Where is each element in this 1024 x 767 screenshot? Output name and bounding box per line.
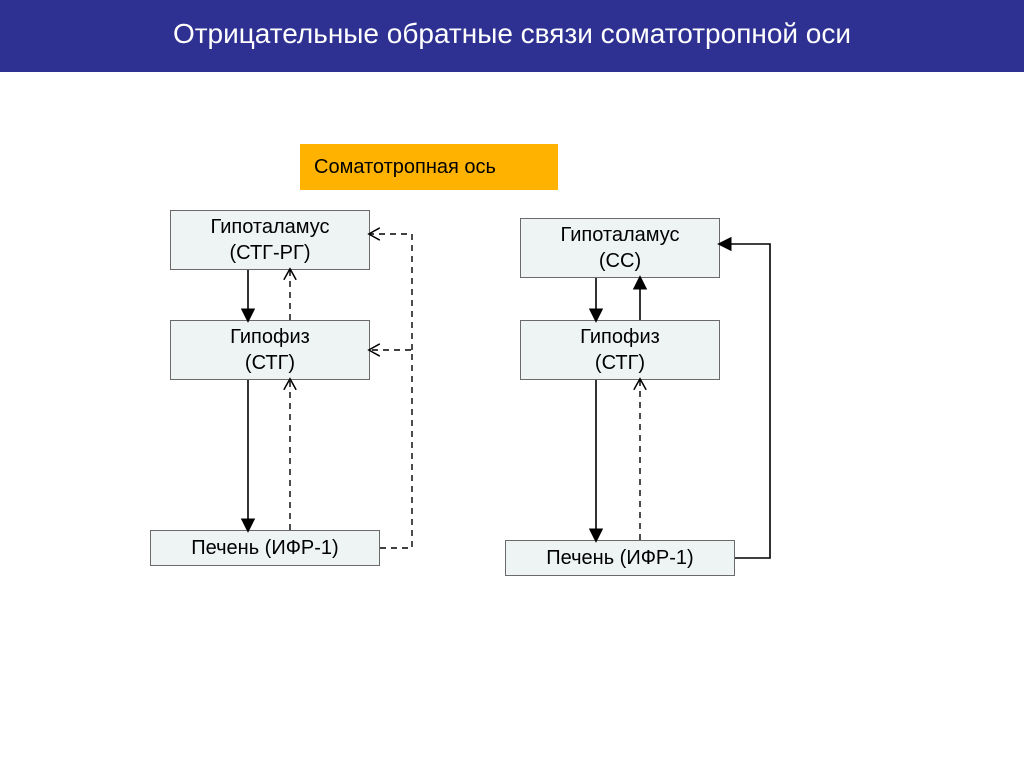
edges-layer (0, 0, 1024, 767)
flowchart-node: Гипоталамус (СТГ-РГ) (170, 210, 370, 270)
flowchart-node: Гипофиз (СТГ) (170, 320, 370, 380)
flowchart-node: Печень (ИФР-1) (505, 540, 735, 576)
slide-header: Отрицательные обратные связи соматотропн… (0, 0, 1024, 72)
flowchart-edge (370, 234, 412, 350)
subtitle-text: Соматотропная ось (314, 156, 496, 179)
flowchart-node: Гипоталамус (СС) (520, 218, 720, 278)
flowchart-edge (370, 350, 412, 548)
flowchart-node: Печень (ИФР-1) (150, 530, 380, 566)
subtitle-box: Соматотропная ось (300, 144, 558, 190)
flowchart-node: Гипофиз (СТГ) (520, 320, 720, 380)
flowchart-edge (720, 244, 770, 558)
slide-title: Отрицательные обратные связи соматотропн… (173, 18, 851, 49)
